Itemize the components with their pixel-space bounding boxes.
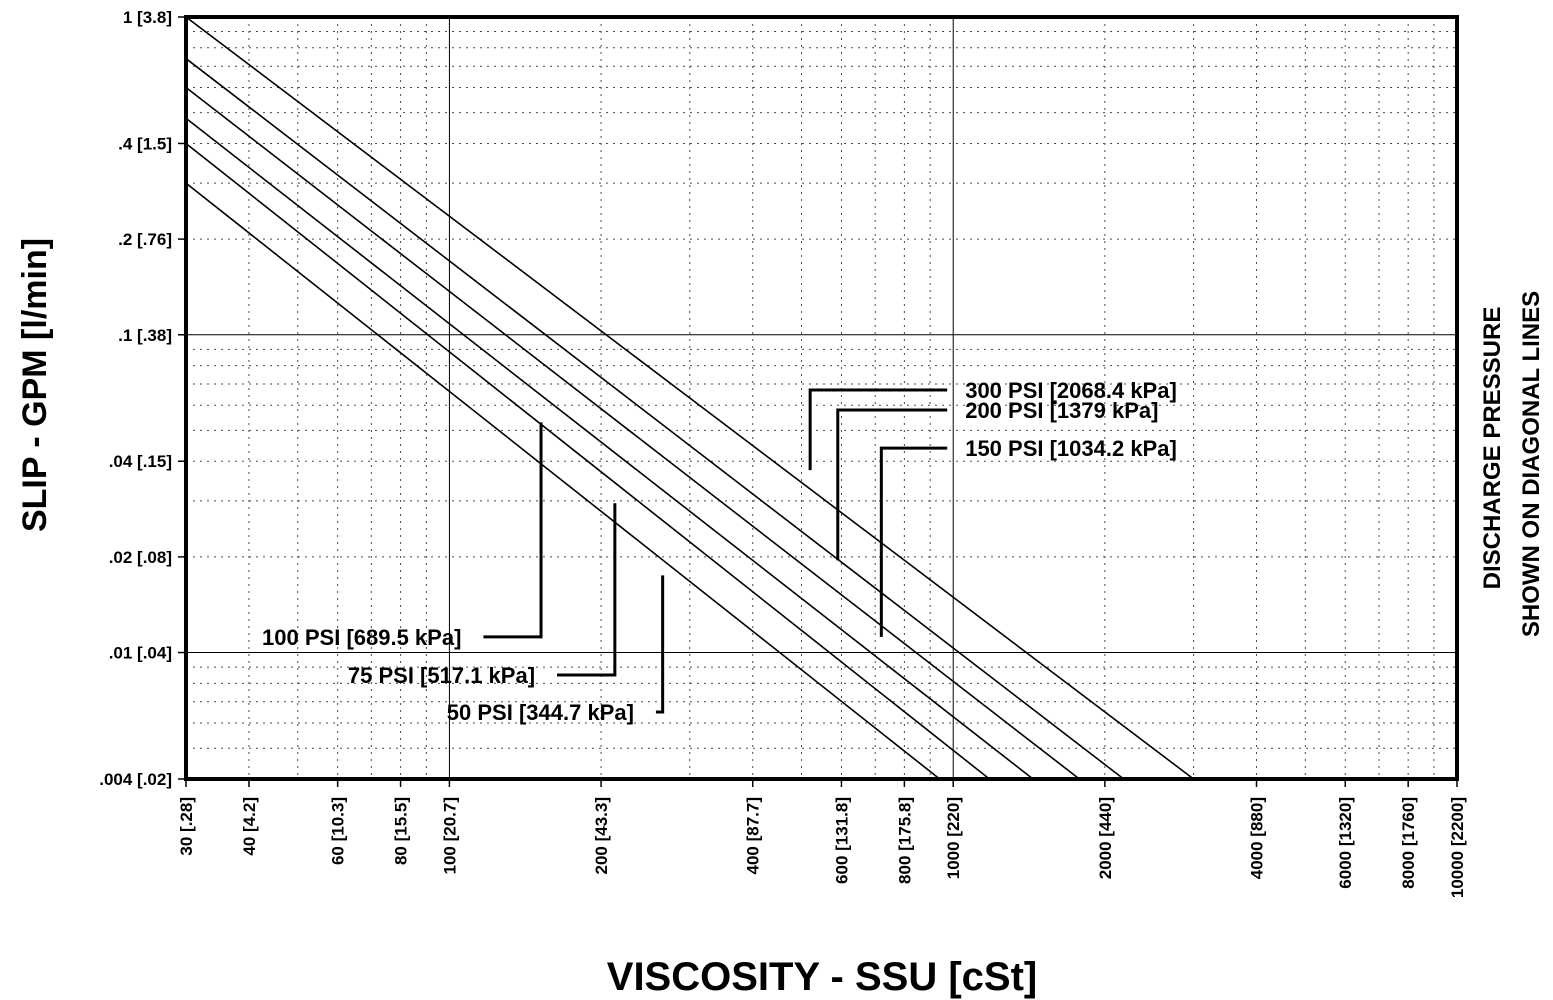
series-line xyxy=(185,86,1080,780)
y-tick-label: .1 [.38] xyxy=(118,326,172,345)
series-line xyxy=(185,57,1125,780)
leader-line xyxy=(836,408,948,561)
pressure-label: 300 PSI [2068.4 kPa] xyxy=(965,378,1177,403)
leader-line xyxy=(483,422,543,639)
x-tick-label: 100 [20.7] xyxy=(440,797,459,875)
leader-line xyxy=(655,575,665,714)
x-tick-label: 80 [15.5] xyxy=(392,797,411,865)
series-line xyxy=(185,117,1034,780)
y-tick-labels: 1 [3.8] .4 [1.5] .2 [.76] .1 [.38] .04 [.15]… xyxy=(99,8,172,789)
right-axis-title-line1: DISCHARGE PRESSURE xyxy=(1479,307,1506,590)
y-tick-label: .04 [.15] xyxy=(109,452,172,471)
plot-frame xyxy=(184,15,1459,781)
y-tick-label: .4 [1.5] xyxy=(118,134,172,153)
x-tick-label: 4000 [880] xyxy=(1248,797,1267,879)
leader-line xyxy=(808,388,948,471)
x-tick-labels: 30 [.28] 40 [4.2] 60 [10.3] 80 [15.5] 100 [2… xyxy=(177,797,1467,898)
x-tick-label: 60 [10.3] xyxy=(329,797,348,865)
right-axis-title-line2: SHOWN ON DIAGONAL LINES xyxy=(1518,291,1545,637)
x-axis-title: VISCOSITY - SSU [cSt] xyxy=(607,955,1037,999)
x-tick-label: 400 [87.7] xyxy=(744,797,763,875)
y-tick-label: .01 [.04] xyxy=(109,644,172,663)
x-tick-label: 10000 [2200] xyxy=(1448,797,1467,898)
y-tick-label: .004 [.02] xyxy=(99,770,172,789)
x-tick-label: 30 [.28] xyxy=(177,797,196,856)
y-tick-label: .02 [.08] xyxy=(109,548,172,567)
x-tick-label: 8000 [1760] xyxy=(1399,797,1418,889)
pressure-label: 50 PSI [344.7 kPa] xyxy=(447,700,634,725)
grid xyxy=(178,16,1458,787)
pressure-label: 200 PSI [1379 kPa] xyxy=(965,398,1158,423)
x-tick-label: 600 [131.8] xyxy=(832,797,851,884)
y-tick-label: 1 [3.8] xyxy=(123,8,172,27)
series-line xyxy=(185,142,990,780)
x-tick-label: 40 [4.2] xyxy=(240,797,259,856)
x-tick-label: 200 [43.3] xyxy=(592,797,611,875)
leader-line xyxy=(557,503,617,677)
x-tick-label: 2000 [440] xyxy=(1096,797,1115,879)
x-tick-label: 1000 [220] xyxy=(944,797,963,879)
series-line xyxy=(185,16,1195,780)
leader-line xyxy=(879,446,948,637)
pressure-label: 150 PSI [1034.2 kPa] xyxy=(965,436,1177,461)
x-tick-label: 800 [175.8] xyxy=(895,797,914,884)
series-line xyxy=(185,182,941,780)
series-lines xyxy=(185,16,1195,780)
annotations: 300 PSI [2068.4 kPa]200 PSI [1379 kPa] 15… xyxy=(262,378,1177,725)
x-tick-label: 6000 [1320] xyxy=(1336,797,1355,889)
y-axis-title: SLIP - GPM [l/min] xyxy=(16,238,54,532)
y-tick-label: .2 [.76] xyxy=(118,230,172,249)
pressure-label: 75 PSI [517.1 kPa] xyxy=(348,663,535,688)
pressure-label: 100 PSI [689.5 kPa] xyxy=(262,625,461,650)
